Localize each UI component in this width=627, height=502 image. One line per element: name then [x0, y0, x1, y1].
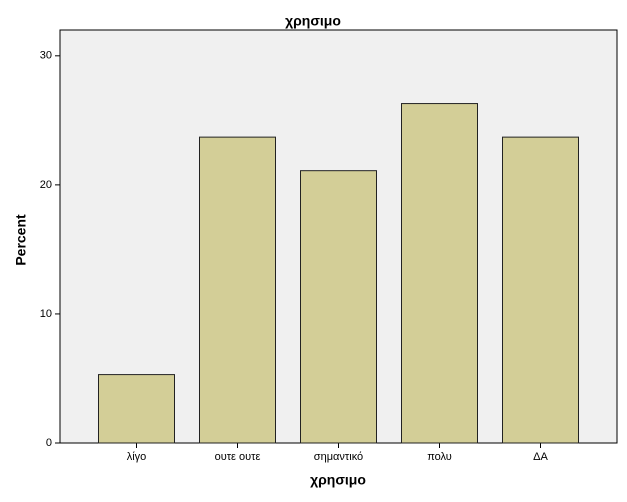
bar [300, 170, 377, 444]
bar [98, 374, 175, 444]
x-tick-label: πολυ [427, 451, 452, 463]
y-tick-label: 30 [40, 50, 52, 62]
x-tick-label: σημαντικό [314, 451, 363, 463]
bar [502, 136, 579, 444]
x-tick-label: ΔΑ [533, 451, 548, 463]
chart-title: χρησιμο [285, 13, 341, 29]
y-tick-label: 10 [40, 308, 52, 320]
y-tick-label: 0 [46, 437, 52, 449]
x-axis-label: χρησιμο [310, 472, 366, 488]
y-tick-label: 20 [40, 179, 52, 191]
y-axis-label: Percent [13, 214, 29, 266]
x-tick-label: ουτε ουτε [215, 451, 261, 463]
x-tick-label: λίγο [127, 451, 147, 463]
bar [401, 103, 478, 444]
bar [199, 136, 276, 444]
